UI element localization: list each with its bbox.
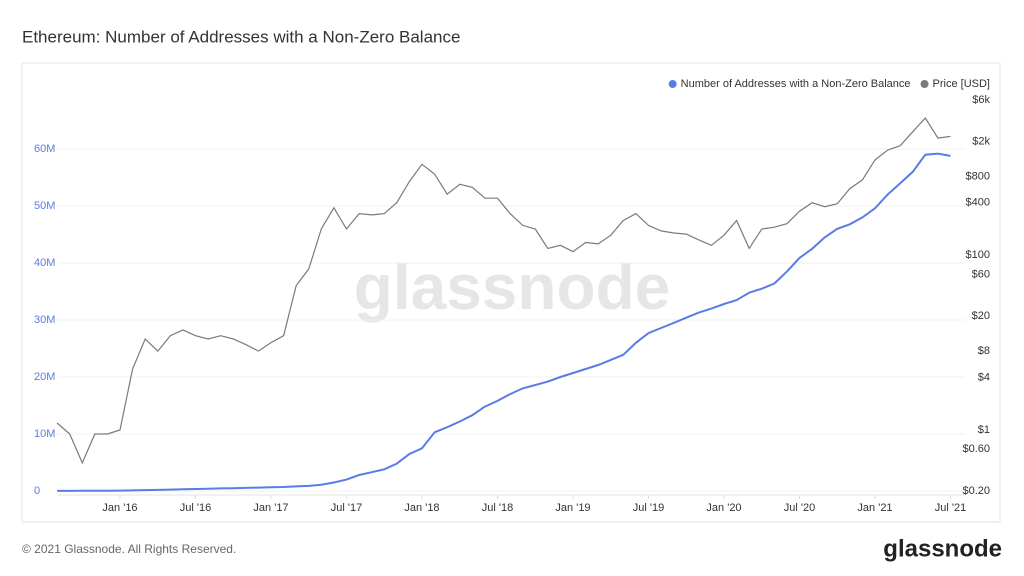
y2-tick-label: $800 bbox=[966, 170, 990, 182]
y2-tick-label: $20 bbox=[972, 310, 990, 322]
y2-tick-label: $2k bbox=[972, 136, 990, 148]
y-tick-label: 30M bbox=[34, 314, 55, 326]
y-tick-label: 50M bbox=[34, 200, 55, 212]
y-tick-label: 0 bbox=[34, 485, 40, 497]
x-tick-label: Jul '21 bbox=[935, 502, 966, 514]
y2-tick-label: $100 bbox=[966, 249, 990, 261]
y-tick-label: 40M bbox=[34, 257, 55, 269]
x-tick-label: Jan '16 bbox=[102, 502, 137, 514]
x-tick-label: Jul '16 bbox=[180, 502, 211, 514]
x-tick-label: Jan '19 bbox=[555, 502, 590, 514]
y2-tick-label: $8 bbox=[978, 345, 990, 357]
y2-tick-label: $60 bbox=[972, 269, 990, 281]
x-tick-label: Jan '17 bbox=[253, 502, 288, 514]
legend-label: Number of Addresses with a Non-Zero Bala… bbox=[681, 78, 911, 90]
y-tick-label: 20M bbox=[34, 371, 55, 383]
series-line bbox=[56, 117, 951, 465]
y-tick-label: 10M bbox=[34, 428, 55, 440]
copyright: © 2021 Glassnode. All Rights Reserved. bbox=[22, 542, 236, 556]
x-tick-label: Jul '18 bbox=[482, 502, 513, 514]
chart-title: Ethereum: Number of Addresses with a Non… bbox=[22, 27, 460, 46]
y2-tick-label: $400 bbox=[966, 197, 990, 209]
watermark: glassnode bbox=[354, 251, 671, 323]
x-tick-label: Jan '21 bbox=[857, 502, 892, 514]
x-tick-label: Jul '19 bbox=[633, 502, 664, 514]
x-tick-label: Jan '18 bbox=[404, 502, 439, 514]
y2-tick-label: $0.60 bbox=[962, 443, 990, 455]
y2-tick-label: $6k bbox=[972, 94, 990, 106]
y2-tick-label: $1 bbox=[978, 424, 990, 436]
legend-marker bbox=[920, 80, 929, 88]
series-line bbox=[57, 152, 951, 492]
x-tick-label: Jan '20 bbox=[706, 502, 741, 514]
x-tick-label: Jul '20 bbox=[784, 502, 815, 514]
y-tick-label: 60M bbox=[34, 143, 55, 155]
chart-frame bbox=[21, 62, 1001, 523]
y2-tick-label: $0.20 bbox=[962, 485, 990, 497]
y2-tick-label: $4 bbox=[978, 371, 990, 383]
x-tick-label: Jul '17 bbox=[331, 502, 362, 514]
legend-label: Price [USD] bbox=[933, 78, 990, 90]
legend-marker bbox=[668, 80, 677, 88]
logo: glassnode bbox=[883, 535, 1002, 562]
